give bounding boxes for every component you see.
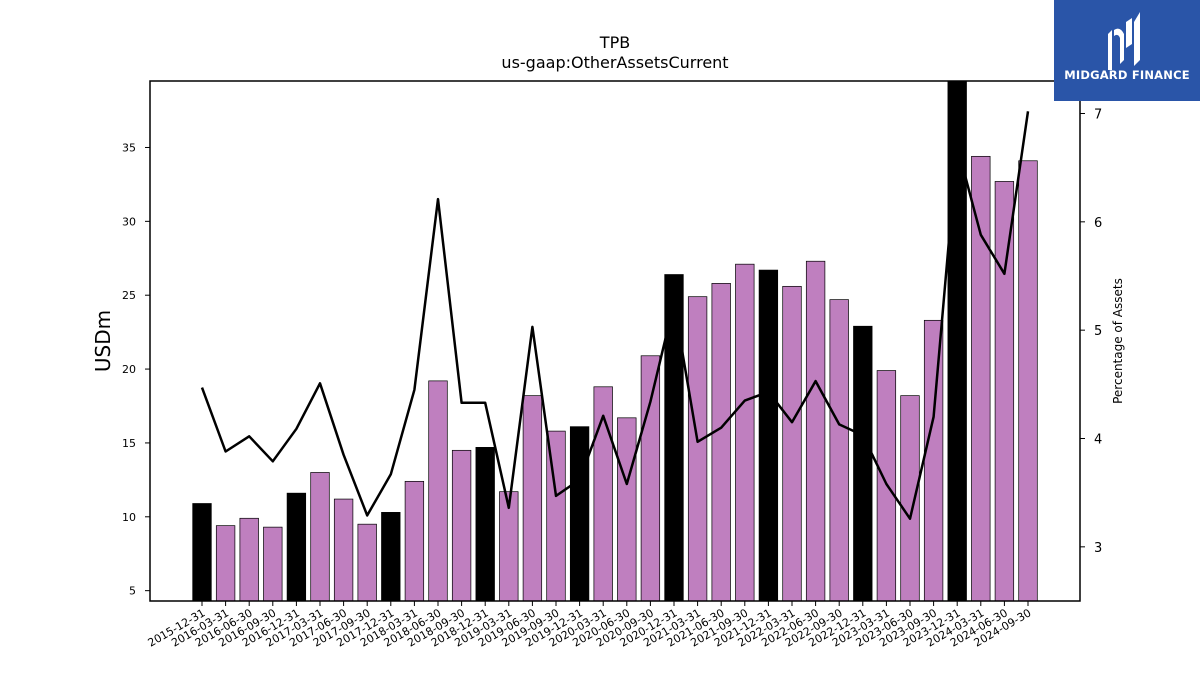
- bar-2018-03-31: [404, 480, 425, 602]
- bar-2018-09-30: [451, 449, 472, 602]
- y-axis-label: USDm: [91, 310, 115, 372]
- y2-tick-label-5: 5: [1094, 324, 1102, 339]
- midgard-logo-icon: [1108, 12, 1140, 70]
- bar-2023-06-30: [900, 395, 920, 602]
- bar-2022-12-31: [853, 325, 873, 602]
- x-axis: 2015-12-312016-03-312016-06-302016-09-30…: [146, 601, 1034, 650]
- bar-2024-03-31: [971, 155, 991, 602]
- bar-2020-06-30: [617, 417, 637, 602]
- bar-2016-12-31: [286, 492, 307, 602]
- bar-2017-06-30: [333, 498, 354, 602]
- bar-2022-06-30: [805, 260, 826, 602]
- y-tick-label-20: 20: [122, 363, 136, 376]
- y-tick-label-15: 15: [122, 437, 136, 450]
- bar-2017-12-31: [381, 512, 401, 602]
- bar-2020-12-31: [664, 274, 684, 602]
- line-group: [200, 111, 1030, 520]
- bar-2022-09-30: [829, 299, 849, 602]
- y-tick-label-30: 30: [122, 215, 136, 228]
- bar-group: [192, 80, 1038, 602]
- bar-2021-12-31: [758, 269, 779, 602]
- bar-2016-03-31: [215, 525, 236, 602]
- y-tick-label-5: 5: [129, 585, 136, 598]
- bar-2018-06-30: [428, 380, 448, 602]
- y2-tick-label-7: 7: [1094, 108, 1102, 123]
- bar-2024-06-30: [994, 181, 1015, 602]
- chart-subtitle: us-gaap:OtherAssetsCurrent: [501, 53, 728, 72]
- y-tick-label-35: 35: [122, 141, 136, 154]
- bar-2020-09-30: [640, 355, 661, 602]
- y2-tick-label-4: 4: [1094, 433, 1102, 448]
- brand-logo: MIDGARD FINANCE: [1054, 0, 1200, 101]
- bar-2017-03-31: [310, 472, 330, 602]
- bar-2022-03-31: [782, 285, 802, 602]
- y-axis-right: 3 4 5 6 7: [1080, 108, 1102, 556]
- y2-axis-label: Percentage of Assets: [1111, 278, 1125, 404]
- bar-2021-09-30: [735, 263, 755, 602]
- bar-2017-09-30: [357, 523, 377, 602]
- y-tick-label-25: 25: [122, 289, 136, 302]
- chart-title: TPB: [599, 33, 630, 52]
- plot-frame: [149, 80, 1081, 602]
- bar-2023-09-30: [923, 319, 944, 602]
- bar-2016-09-30: [263, 526, 283, 602]
- brand-name: MIDGARD FINANCE: [1064, 68, 1190, 82]
- bar-2019-12-31: [569, 426, 590, 602]
- bar-2018-12-31: [475, 447, 495, 602]
- y2-tick-label-3: 3: [1094, 541, 1102, 556]
- bar-2021-03-31: [687, 296, 708, 602]
- bar-2021-06-30: [711, 283, 731, 602]
- y-tick-label-10: 10: [122, 511, 136, 524]
- line-series-percentage: [200, 111, 1030, 520]
- bar-2016-06-30: [239, 517, 259, 602]
- bar-2024-09-30: [1018, 160, 1038, 602]
- y-axis-left: 5 10 15 20 25 30 35: [122, 141, 150, 598]
- bar-2015-12-31: [192, 503, 212, 602]
- bar-2019-06-30: [522, 395, 543, 602]
- y2-tick-label-6: 6: [1094, 216, 1102, 231]
